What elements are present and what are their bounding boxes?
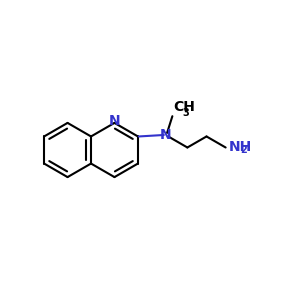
Text: N: N bbox=[109, 114, 120, 128]
Text: CH: CH bbox=[173, 100, 195, 114]
Text: N: N bbox=[160, 128, 172, 142]
Text: 2: 2 bbox=[240, 146, 247, 155]
Text: NH: NH bbox=[229, 140, 252, 154]
Text: 3: 3 bbox=[182, 108, 189, 118]
